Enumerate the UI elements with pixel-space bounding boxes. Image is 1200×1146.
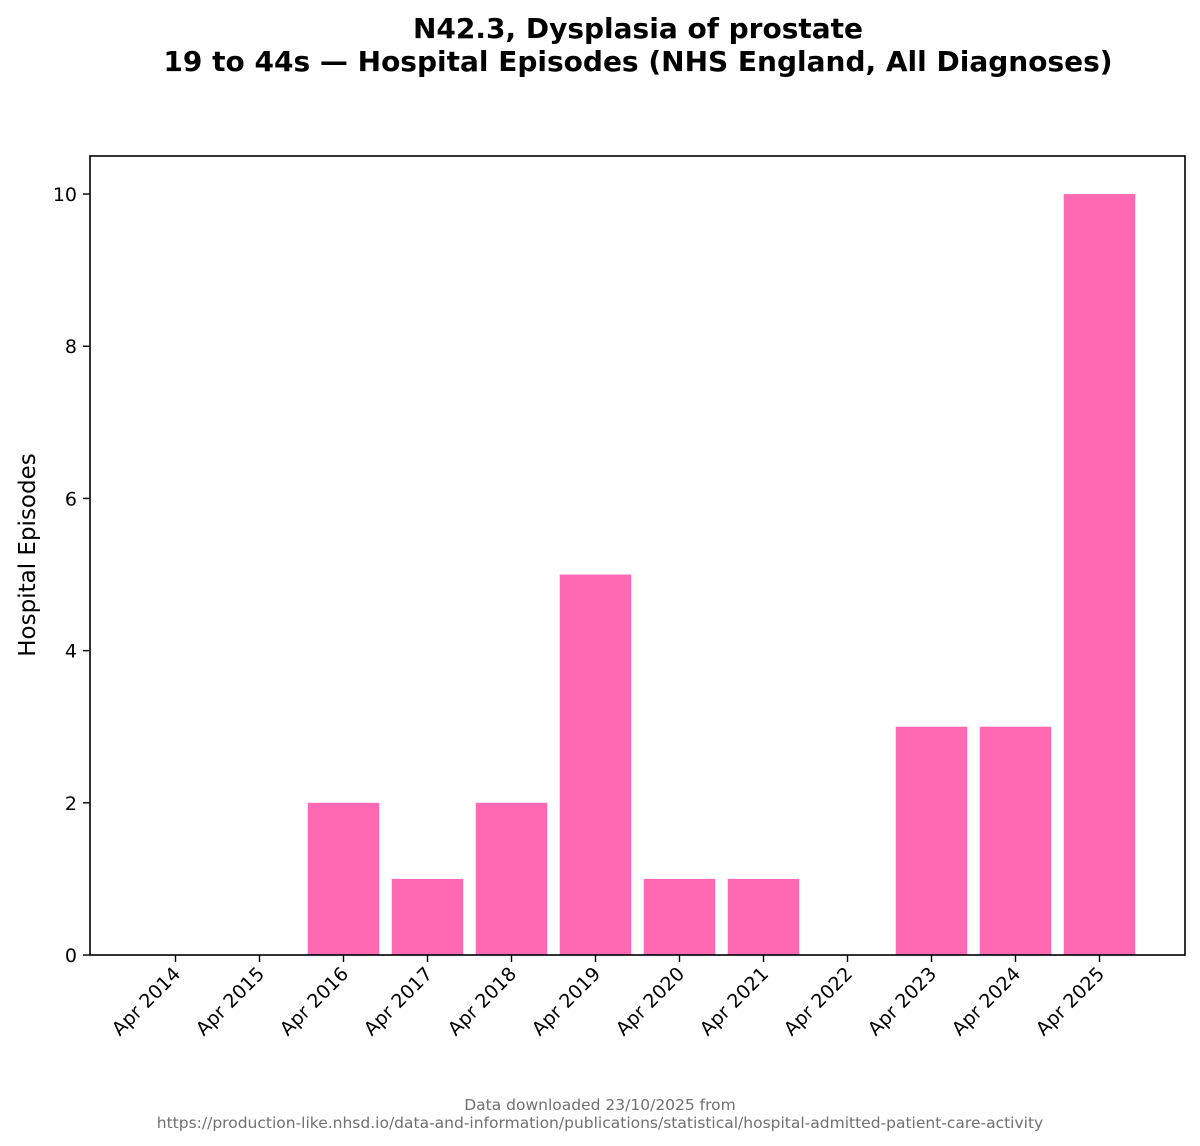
y-tick-label: 0 — [65, 945, 77, 967]
bar-apr-2020 — [643, 878, 716, 955]
bar-series — [307, 194, 1136, 956]
x-tick-label: Apr 2015 — [192, 963, 269, 1040]
y-tick-label: 10 — [53, 184, 77, 206]
x-tick-label: Apr 2019 — [528, 963, 605, 1040]
bar-apr-2017 — [391, 878, 464, 955]
chart-title-line-1: N42.3, Dysplasia of prostate — [413, 12, 863, 45]
x-tick-label: Apr 2018 — [444, 963, 521, 1040]
y-tick-label: 6 — [65, 488, 77, 510]
x-tick-label: Apr 2022 — [780, 963, 857, 1040]
bar-apr-2023 — [895, 726, 968, 955]
y-tick-label: 2 — [65, 793, 77, 815]
bar-apr-2018 — [475, 802, 548, 955]
x-tick-label: Apr 2023 — [864, 963, 941, 1040]
plot-frame — [89, 155, 1186, 956]
bar-apr-2019 — [559, 574, 632, 955]
footer-line-1: Data downloaded 23/10/2025 from — [464, 1096, 736, 1114]
y-tick-label: 4 — [65, 641, 77, 663]
x-tick-label: Apr 2025 — [1032, 963, 1109, 1040]
bar-apr-2021 — [727, 878, 800, 955]
x-tick-label: Apr 2024 — [948, 963, 1025, 1040]
x-tick-label: Apr 2016 — [276, 963, 353, 1040]
y-axis: 0 2 4 6 8 10 — [53, 184, 90, 967]
x-tick-label: Apr 2014 — [108, 963, 185, 1040]
footer-line-2: https://production-like.nhsd.io/data-and… — [157, 1114, 1043, 1132]
x-tick-label: Apr 2017 — [360, 963, 437, 1040]
bar-apr-2016 — [307, 802, 380, 955]
bar-apr-2025 — [1063, 194, 1136, 956]
y-tick-label: 8 — [65, 336, 77, 358]
y-axis-label: Hospital Episodes — [15, 453, 41, 656]
bar-apr-2024 — [979, 726, 1052, 955]
x-axis: Apr 2014 Apr 2015 Apr 2016 Apr 2017 Apr 2018… — [108, 955, 1109, 1040]
x-tick-label: Apr 2020 — [612, 963, 689, 1040]
chart-title-line-2: 19 to 44s — Hospital Episodes (NHS Engla… — [163, 45, 1112, 78]
x-tick-label: Apr 2021 — [696, 963, 773, 1040]
